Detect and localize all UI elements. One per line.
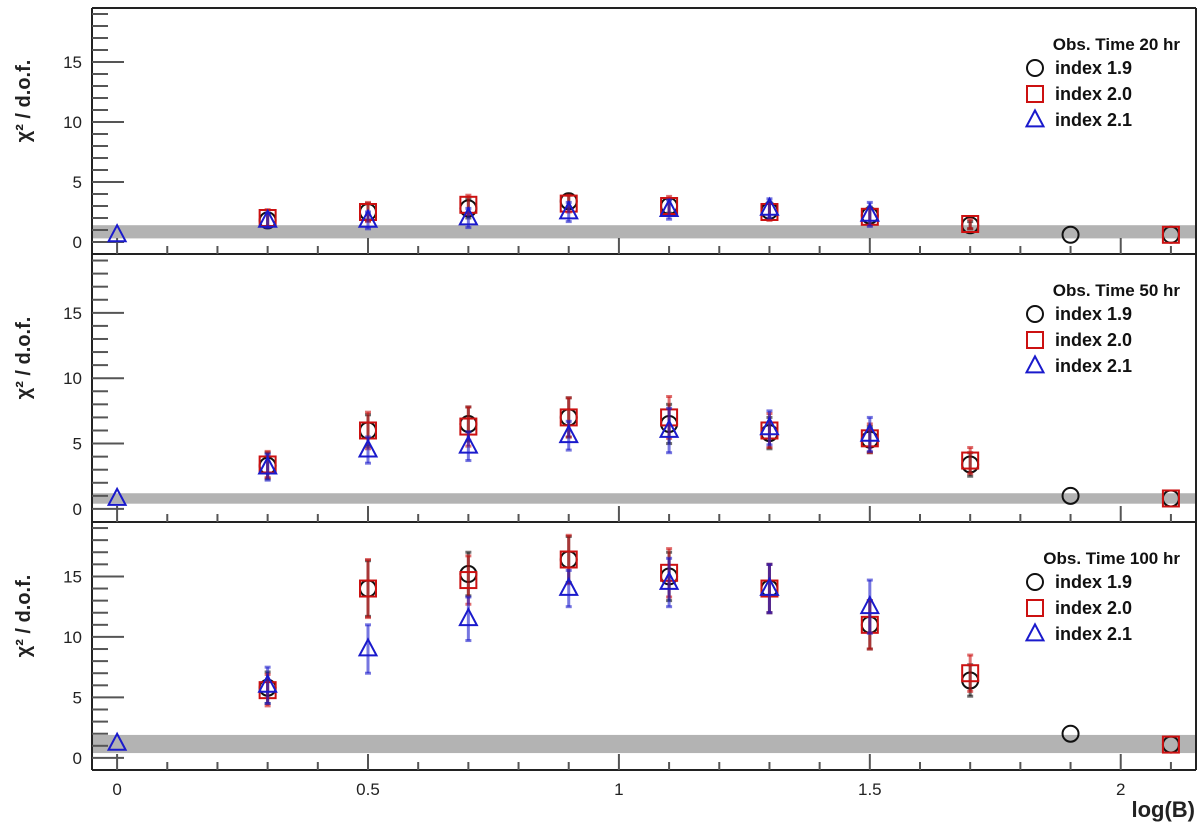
panel-2: 0 5 10 15 χ² / d.o.f. Obs. Time 50 hr index 1.…: [13, 254, 1197, 523]
data-point-circle: [1061, 724, 1080, 743]
data-point-circle: [1061, 486, 1080, 505]
data-point-triangle: [759, 416, 780, 436]
x-tick-label: 1: [614, 780, 623, 799]
legend-entry: index 2.1: [1055, 624, 1132, 644]
data-point-square: [961, 451, 980, 470]
x-tick-label: 0: [112, 780, 121, 799]
legend-entry: index 2.0: [1055, 84, 1132, 104]
x-tick-label: 1.5: [858, 780, 882, 799]
x-tick-label: 0.5: [356, 780, 380, 799]
x-tick-label: 2: [1116, 780, 1125, 799]
data-point-triangle: [558, 576, 579, 596]
data-point-triangle: [859, 594, 880, 615]
data-point-square: [961, 215, 980, 233]
legend-marker-circle: [1026, 59, 1044, 77]
y-axis-label: χ² / d.o.f.: [13, 575, 35, 658]
series-index_2_0: [258, 533, 1180, 754]
legend-marker-square: [1026, 331, 1044, 349]
legend-entry: index 2.0: [1055, 330, 1132, 350]
x-axis-label: log(B): [1131, 797, 1195, 822]
data-point-square: [359, 579, 377, 598]
data-point-triangle: [357, 637, 379, 657]
legend-marker-circle: [1026, 305, 1044, 323]
legend-marker-triangle: [1024, 622, 1046, 642]
legend-title: Obs. Time 20 hr: [1053, 35, 1181, 54]
data-point-triangle: [257, 455, 278, 475]
y-axis-label: χ² / d.o.f.: [13, 60, 35, 143]
legend-entry: index 1.9: [1055, 58, 1132, 78]
y-tick-label: 15: [63, 304, 82, 323]
panel-1: 0 5 10 15 χ² / d.o.f. Obs. Time 20 hr index 1.…: [13, 7, 1197, 255]
data-point-triangle: [106, 486, 128, 506]
legend-marker-square: [1026, 599, 1044, 617]
y-tick-label: 10: [63, 113, 82, 132]
data-point-triangle: [658, 197, 680, 217]
y-tick-label: 15: [63, 53, 82, 72]
reference-band: [92, 225, 1196, 239]
data-point-triangle: [558, 200, 579, 220]
legend-title: Obs. Time 50 hr: [1053, 281, 1181, 300]
series-index_1_9: [258, 396, 1180, 508]
legend-entry: index 1.9: [1055, 572, 1132, 592]
data-point-triangle: [658, 418, 680, 438]
legend-marker-circle: [1026, 573, 1044, 591]
panel-3: 0 5 10 15 0 0.5 1 1.5 2 χ² / d.o.f. Obs. Time 100 …: [13, 522, 1197, 799]
data-point-triangle: [106, 731, 128, 751]
data-point-triangle: [558, 423, 579, 444]
series-index_2_1: [106, 406, 880, 506]
data-point-square: [1161, 489, 1180, 508]
data-point-triangle: [859, 202, 880, 222]
data-point-square: [459, 571, 478, 590]
data-point-triangle: [357, 208, 379, 228]
data-point-triangle: [458, 206, 479, 226]
y-tick-label: 5: [73, 173, 82, 192]
data-point-triangle: [859, 422, 880, 442]
data-point-triangle: [759, 576, 780, 596]
y-tick-label: 10: [63, 369, 82, 388]
data-point-triangle: [257, 208, 278, 228]
data-point-triangle: [357, 438, 379, 458]
data-point-square: [1161, 225, 1180, 244]
y-tick-label: 0: [73, 233, 82, 252]
legend-marker-triangle: [1024, 108, 1046, 128]
data-point-triangle: [759, 196, 780, 216]
data-point-triangle: [257, 673, 278, 693]
series-index_2_1: [106, 196, 880, 243]
legend-entry: index 2.1: [1055, 356, 1132, 376]
legend-marker-square: [1026, 85, 1044, 103]
y-tick-label: 10: [63, 628, 82, 647]
y-axis-label: χ² / d.o.f.: [13, 317, 35, 400]
data-point-triangle: [458, 607, 479, 627]
y-tick-label: 0: [73, 749, 82, 768]
reference-band: [92, 493, 1196, 504]
y-tick-label: 5: [73, 688, 82, 707]
series-index_2_0: [258, 394, 1180, 508]
data-point-circle: [1061, 225, 1080, 244]
legend-entry: index 2.0: [1055, 598, 1132, 618]
legend-marker-triangle: [1024, 354, 1046, 374]
series-index_2_1: [106, 556, 880, 751]
data-point-triangle: [658, 570, 680, 590]
y-tick-label: 5: [73, 435, 82, 454]
data-point-triangle: [458, 434, 479, 454]
data-point-triangle: [106, 223, 128, 243]
y-tick-label: 15: [63, 567, 82, 586]
data-point-square: [1161, 735, 1180, 754]
data-point-square: [559, 550, 578, 569]
series-index_1_9: [258, 535, 1180, 754]
reference-band: [92, 734, 1196, 754]
legend-title: Obs. Time 100 hr: [1043, 549, 1180, 568]
y-tick-label: 0: [73, 500, 82, 519]
legend-entry: index 1.9: [1055, 304, 1132, 324]
legend-entry: index 2.1: [1055, 110, 1132, 130]
data-point-square: [961, 664, 980, 683]
